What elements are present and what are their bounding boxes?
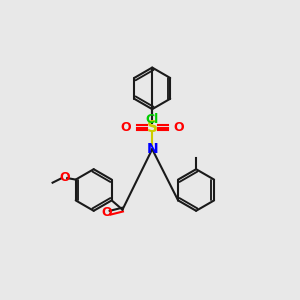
Text: S: S — [147, 120, 158, 135]
Text: N: N — [146, 142, 158, 156]
Text: O: O — [173, 121, 184, 134]
Text: O: O — [60, 171, 70, 184]
Text: O: O — [101, 206, 112, 219]
Text: O: O — [121, 121, 131, 134]
Text: Cl: Cl — [146, 113, 159, 126]
